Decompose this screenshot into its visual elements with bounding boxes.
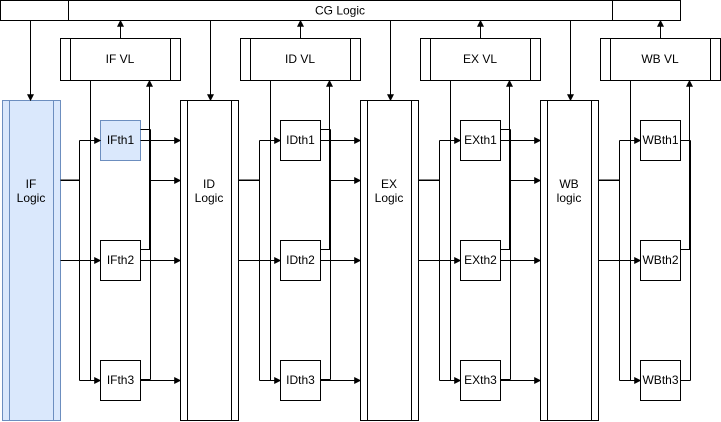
thread-label: WBth2 [642, 253, 678, 267]
thread-label: IDth1 [286, 133, 315, 147]
ex-logic-label: Logic [375, 191, 404, 205]
thread-label: EXth3 [464, 373, 497, 387]
id-thread-to-vl [320, 79, 333, 250]
wb-logic-label: logic [557, 191, 582, 205]
thread-label: IFth1 [107, 133, 135, 147]
id-logic-label: Logic [195, 191, 224, 205]
thread-idth3: IDth3 [280, 360, 321, 401]
if-logic-label: Logic [17, 191, 46, 205]
thread-label: WBth1 [642, 133, 678, 147]
id-vl-label: ID VL [285, 52, 315, 66]
thread-exth1: EXth1 [460, 120, 501, 161]
thread-wbth3: WBth3 [640, 360, 681, 401]
thread-label: WBth3 [642, 373, 678, 387]
ex-vl-label: EX VL [463, 52, 497, 66]
thread-label: IFth2 [107, 253, 135, 267]
thread-exth2: EXth2 [460, 240, 501, 281]
wb-thread-to-vl [680, 79, 693, 250]
if-thread-to-vl [140, 79, 153, 250]
if-logic-label: IF [26, 177, 37, 191]
thread-label: IDth3 [286, 373, 315, 387]
wb-logic-label: WB [559, 177, 578, 191]
thread-idth2: IDth2 [280, 240, 321, 281]
thread-ifth2: IFth2 [100, 240, 141, 281]
wb-vl-block: WB VL [600, 38, 721, 81]
thread-label: IFth3 [107, 373, 135, 387]
thread-exth3: EXth3 [460, 360, 501, 401]
thread-ifth1: IFth1 [100, 120, 141, 161]
if-vl-label: IF VL [106, 52, 135, 66]
wb-vl-label: WB VL [641, 52, 679, 66]
cg-logic-block: CG Logic [0, 0, 681, 21]
thread-wbth2: WBth2 [640, 240, 681, 281]
ex-vl-block: EX VL [420, 38, 541, 81]
thread-label: IDth2 [286, 253, 315, 267]
if-vl-block: IF VL [60, 38, 181, 81]
thread-idth1: IDth1 [280, 120, 321, 161]
id-vl-block: ID VL [240, 38, 361, 81]
cg-logic-label: CG Logic [315, 4, 365, 18]
thread-ifth3: IFth3 [100, 360, 141, 401]
thread-label: EXth2 [464, 253, 497, 267]
thread-label: EXth1 [464, 133, 497, 147]
ex-logic-label: EX [381, 177, 397, 191]
id-logic-label: ID [203, 177, 215, 191]
ex-thread-to-vl [500, 79, 513, 250]
thread-wbth1: WBth1 [640, 120, 681, 161]
